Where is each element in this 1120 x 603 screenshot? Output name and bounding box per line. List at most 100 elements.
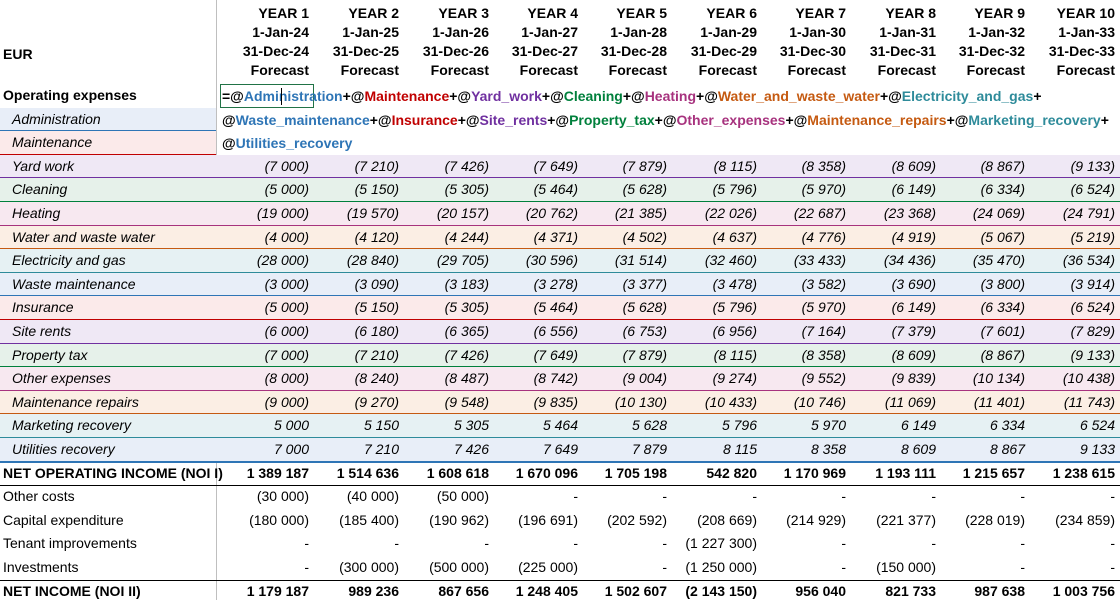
value-cell[interactable]: - bbox=[573, 535, 578, 552]
value-cell[interactable]: (6 524) bbox=[1070, 181, 1115, 198]
value-cell[interactable]: (7 879) bbox=[622, 346, 667, 363]
value-cell[interactable]: (7 426) bbox=[444, 346, 489, 363]
value-cell[interactable]: (4 502) bbox=[622, 228, 667, 245]
row-label[interactable]: Maintenance bbox=[12, 134, 93, 151]
value-cell[interactable]: (30 000) bbox=[256, 488, 309, 505]
value-cell[interactable]: (3 377) bbox=[622, 275, 667, 292]
value-cell[interactable]: - bbox=[931, 535, 936, 552]
value-cell[interactable]: (7 829) bbox=[1070, 323, 1115, 339]
row-label[interactable]: Site rents bbox=[12, 323, 72, 339]
value-cell[interactable]: - bbox=[1110, 535, 1115, 552]
value-cell[interactable]: - bbox=[1020, 559, 1025, 575]
value-cell[interactable]: (7 210) bbox=[354, 157, 399, 174]
value-cell[interactable]: (5 628) bbox=[622, 299, 667, 316]
value-cell[interactable]: (7 649) bbox=[533, 157, 578, 174]
value-cell[interactable]: (5 628) bbox=[622, 181, 667, 198]
value-cell[interactable]: (5 305) bbox=[444, 181, 489, 198]
value-cell[interactable]: - bbox=[841, 559, 846, 575]
value-cell[interactable]: (6 365) bbox=[444, 323, 489, 339]
value-cell[interactable]: (10 746) bbox=[793, 393, 846, 410]
currency-label[interactable]: EUR bbox=[3, 46, 33, 62]
value-cell[interactable]: (9 270) bbox=[354, 393, 399, 410]
value-cell[interactable]: (6 753) bbox=[622, 323, 667, 339]
value-cell[interactable]: (7 426) bbox=[444, 157, 489, 174]
row-label[interactable]: Utilities recovery bbox=[12, 441, 115, 457]
value-cell[interactable]: - bbox=[1110, 488, 1115, 505]
value-cell[interactable]: 1 502 607 bbox=[604, 582, 667, 599]
value-cell[interactable]: (6 149) bbox=[891, 299, 936, 316]
value-cell[interactable]: 867 656 bbox=[438, 582, 489, 599]
value-cell[interactable]: 7 426 bbox=[453, 441, 489, 457]
row-label[interactable]: Yard work bbox=[12, 157, 74, 174]
value-cell[interactable]: - bbox=[394, 535, 399, 552]
value-cell[interactable]: (9 274) bbox=[712, 370, 757, 387]
value-cell[interactable]: (5 970) bbox=[801, 299, 846, 316]
value-cell[interactable]: (8 115) bbox=[713, 346, 757, 363]
value-cell[interactable]: (5 219) bbox=[1070, 228, 1115, 245]
value-cell[interactable]: (36 534) bbox=[1062, 252, 1115, 269]
value-cell[interactable]: (33 433) bbox=[793, 252, 846, 269]
value-cell[interactable]: - bbox=[752, 488, 757, 505]
value-cell[interactable]: (7 000) bbox=[264, 157, 309, 174]
value-cell[interactable]: (5 000) bbox=[264, 181, 309, 198]
value-cell[interactable]: (6 524) bbox=[1070, 299, 1115, 316]
row-label[interactable]: Cleaning bbox=[12, 181, 68, 198]
value-cell[interactable]: - bbox=[662, 535, 667, 552]
value-cell[interactable]: (8 358) bbox=[801, 157, 846, 174]
value-cell[interactable]: (5 464) bbox=[533, 299, 578, 316]
value-cell[interactable]: - bbox=[841, 488, 846, 505]
value-cell[interactable]: (7 379) bbox=[891, 323, 936, 339]
value-cell[interactable]: 8 115 bbox=[723, 441, 757, 457]
value-cell[interactable]: (9 552) bbox=[801, 370, 846, 387]
value-cell[interactable]: (5 000) bbox=[264, 299, 309, 316]
formula-editor[interactable]: =@Administration+@Maintenance+@Yard_work… bbox=[222, 85, 1112, 156]
value-cell[interactable]: (22 026) bbox=[704, 205, 757, 221]
value-cell[interactable]: 956 040 bbox=[795, 582, 846, 599]
value-cell[interactable]: (7 210) bbox=[354, 346, 399, 363]
value-cell[interactable]: (196 691) bbox=[518, 511, 578, 528]
value-cell[interactable]: 5 464 bbox=[542, 417, 578, 434]
value-cell[interactable]: - bbox=[484, 535, 489, 552]
value-cell[interactable]: 5 000 bbox=[273, 417, 309, 434]
value-cell[interactable]: 1 179 187 bbox=[246, 582, 309, 599]
value-cell[interactable]: (9 133) bbox=[1070, 346, 1115, 363]
value-cell[interactable]: 1 003 756 bbox=[1052, 582, 1115, 599]
row-label[interactable]: Other expenses bbox=[12, 370, 111, 387]
value-cell[interactable]: (11 401) bbox=[973, 393, 1025, 410]
value-cell[interactable]: (7 000) bbox=[264, 346, 309, 363]
value-cell[interactable]: (3 183) bbox=[444, 275, 489, 292]
value-cell[interactable]: 987 638 bbox=[974, 582, 1025, 599]
value-cell[interactable]: (11 069) bbox=[884, 393, 936, 410]
value-cell[interactable]: 6 524 bbox=[1079, 417, 1115, 434]
row-label[interactable]: Operating expenses bbox=[3, 87, 137, 103]
value-cell[interactable]: (214 929) bbox=[786, 511, 846, 528]
value-cell[interactable]: (6 180) bbox=[354, 323, 399, 339]
value-cell[interactable]: (3 090) bbox=[354, 275, 399, 292]
value-cell[interactable]: (9 004) bbox=[622, 370, 667, 387]
value-cell[interactable]: (5 150) bbox=[354, 299, 399, 316]
value-cell[interactable]: (34 436) bbox=[883, 252, 936, 269]
row-label[interactable]: Insurance bbox=[12, 299, 74, 316]
value-cell[interactable]: 1 193 111 bbox=[875, 464, 936, 481]
value-cell[interactable]: (8 358) bbox=[801, 346, 846, 363]
value-cell[interactable]: - bbox=[304, 535, 309, 552]
value-cell[interactable]: 1 670 096 bbox=[515, 464, 578, 481]
value-cell[interactable]: 5 150 bbox=[363, 417, 399, 434]
value-cell[interactable]: 9 133 bbox=[1079, 441, 1115, 457]
value-cell[interactable]: (24 069) bbox=[972, 205, 1025, 221]
value-cell[interactable]: (8 867) bbox=[980, 346, 1025, 363]
value-cell[interactable]: (5 464) bbox=[533, 181, 578, 198]
value-cell[interactable]: 5 628 bbox=[631, 417, 667, 434]
row-label[interactable]: Property tax bbox=[12, 346, 88, 363]
value-cell[interactable]: (20 762) bbox=[525, 205, 578, 221]
value-cell[interactable]: (7 164) bbox=[801, 323, 846, 339]
value-cell[interactable]: 1 389 187 bbox=[246, 464, 309, 481]
row-label[interactable]: Capital expenditure bbox=[3, 511, 124, 528]
value-cell[interactable]: (6 149) bbox=[891, 181, 936, 198]
value-cell[interactable]: (7 601) bbox=[980, 323, 1025, 339]
value-cell[interactable]: (31 514) bbox=[614, 252, 667, 269]
value-cell[interactable]: (190 962) bbox=[429, 511, 489, 528]
value-cell[interactable]: (6 000) bbox=[264, 323, 309, 339]
value-cell[interactable]: 5 796 bbox=[721, 417, 757, 434]
value-cell[interactable]: (10 134) bbox=[972, 370, 1025, 387]
